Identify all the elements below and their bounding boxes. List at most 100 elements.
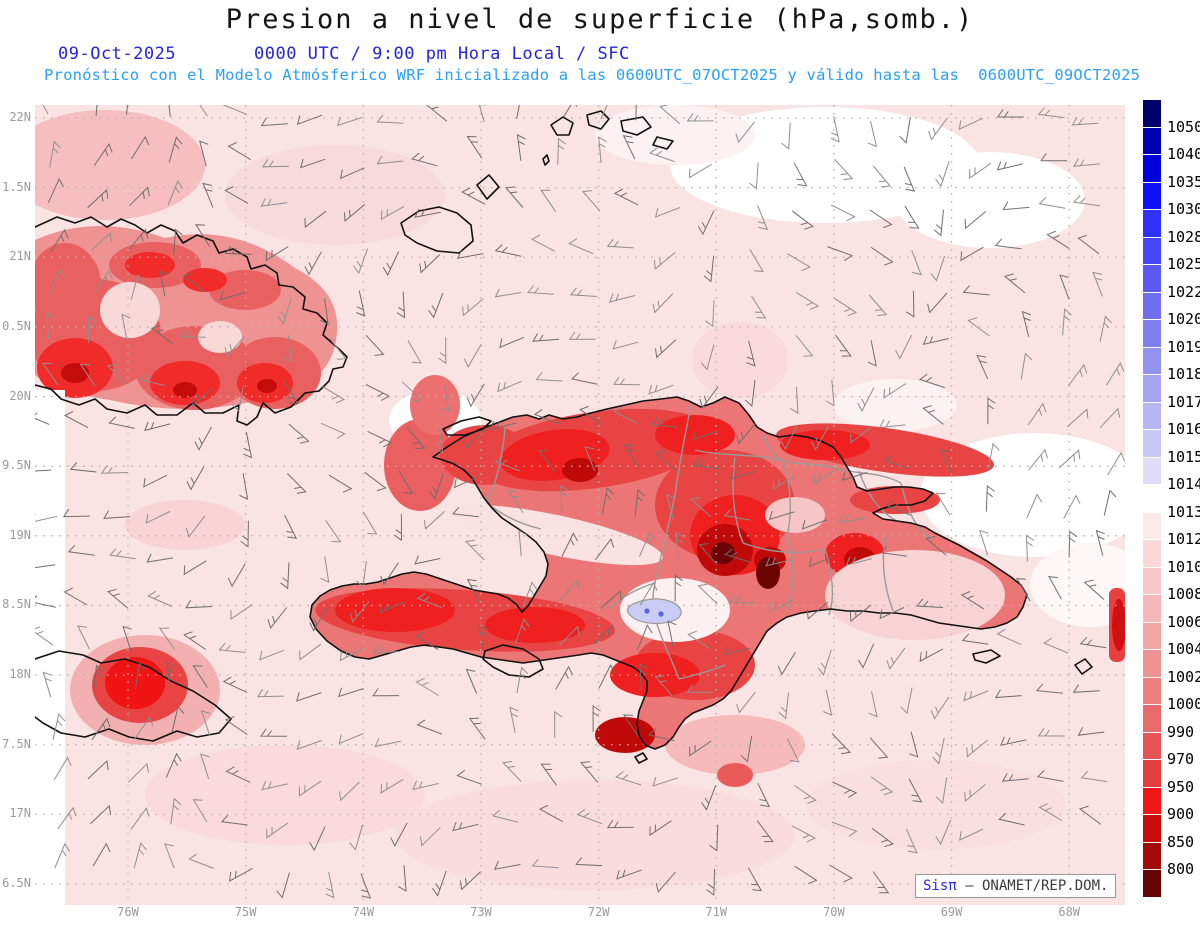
- colorbar-segment: [1143, 567, 1161, 594]
- colorbar-segment: [1143, 870, 1161, 897]
- lat-tick-label: 19N: [9, 527, 31, 542]
- lon-tick-label: 74W: [352, 905, 375, 919]
- colorbar-segment: [1143, 182, 1161, 209]
- colorbar-tick-label: 1015: [1167, 447, 1200, 466]
- colorbar-segment: [1143, 457, 1161, 484]
- colorbar-tick-label: 1016: [1167, 420, 1200, 438]
- colorbar-segment: [1143, 127, 1161, 154]
- credit-box: Sisπ – ONAMET/REP.DOM.: [915, 874, 1117, 898]
- colorbar-segment: [1143, 512, 1161, 539]
- colorbar-tick-label: 990: [1167, 722, 1195, 741]
- lat-tick-label: 6.5N: [2, 875, 31, 890]
- colorbar-tick-label: 1013: [1167, 502, 1200, 521]
- colorbar-segment: [1143, 237, 1161, 264]
- colorbar-tick-label: 1006: [1167, 612, 1200, 631]
- lat-tick-label: 0.5N: [2, 318, 31, 333]
- cuba-coastline: [35, 216, 348, 426]
- graticule-layer: [35, 105, 1125, 905]
- valid-date: 09-Oct-2025: [58, 44, 177, 64]
- wind-barbs-layer: [35, 105, 1125, 899]
- lon-tick-label: 72W: [587, 905, 610, 919]
- colorbar-segment: [1143, 100, 1161, 127]
- tortue-island: [442, 416, 492, 436]
- colorbar-tick-label: 850: [1167, 832, 1195, 851]
- colorbar-tick-label: 1004: [1167, 640, 1200, 658]
- lat-tick-label: 1.5N: [2, 179, 31, 194]
- gonave-island: [482, 644, 544, 678]
- colorbar-segment: [1143, 155, 1161, 182]
- colorbar-segment: [1143, 705, 1161, 732]
- colorbar-tick-label: 1040: [1167, 145, 1200, 163]
- lon-tick-label: 68W: [1058, 905, 1081, 919]
- sispi-logo: Sisπ: [923, 878, 957, 894]
- colorbar-tick-label: 1050: [1167, 117, 1200, 136]
- lake-enriquillo: [626, 598, 682, 625]
- great-inagua-island: [400, 206, 474, 254]
- lon-tick-label: 71W: [705, 905, 728, 919]
- lat-tick-label: 18N: [9, 667, 31, 682]
- lat-tick-label: 22N: [9, 110, 31, 124]
- colorbar-tick-label: 900: [1167, 805, 1195, 823]
- colorbar-segment: [1143, 292, 1161, 319]
- colorbar-segment: [1143, 842, 1161, 869]
- saona-island: [972, 649, 1001, 664]
- colorbar-tick-label: 1035: [1167, 172, 1200, 191]
- colorbar-segment: [1143, 430, 1161, 457]
- colorbar-segment: [1143, 622, 1161, 649]
- lat-tick-label: 8.5N: [2, 597, 31, 612]
- colorbar-tick-label: 1025: [1167, 255, 1200, 273]
- colorbar-tick-label: 800: [1167, 860, 1195, 878]
- lon-tick-label: 73W: [470, 905, 492, 919]
- lon-tick-label: 69W: [940, 905, 963, 919]
- little-inagua-island: [476, 174, 500, 200]
- colorbar-segment: [1143, 402, 1161, 429]
- colorbar-tick-label: 1019: [1167, 337, 1200, 356]
- lat-tick-label: 20N: [9, 388, 31, 403]
- colorbar-tick-label: 1010: [1167, 557, 1200, 576]
- colorbar-segment: [1143, 732, 1161, 759]
- colorbar-segment: [1143, 540, 1161, 567]
- colorbar-segment: [1143, 815, 1161, 842]
- colorbar-segment: [1143, 265, 1161, 292]
- lon-tick-label: 75W: [234, 905, 257, 919]
- colorbar-segment: [1143, 210, 1161, 237]
- colorbar-segment: [1143, 347, 1161, 374]
- jamaica-coastline: [35, 650, 232, 742]
- turks-caicos-islands: [542, 110, 674, 166]
- colorbar-segment: [1143, 375, 1161, 402]
- colorbar-tick-label: 1008: [1167, 585, 1200, 603]
- page-title: Presion a nivel de superficie (hPa,somb.…: [225, 4, 975, 35]
- colorbar-segment: [1143, 760, 1161, 787]
- valid-time: 0000 UTC / 9:00 pm Hora Local / SFC: [254, 44, 630, 64]
- colorbar-tick-label: 1000: [1167, 695, 1200, 713]
- colorbar-segment: [1143, 787, 1161, 814]
- colorbar-tick-label: 1002: [1167, 667, 1200, 686]
- hispaniola-coastline: [309, 396, 1028, 750]
- colorbar-segment: [1143, 595, 1161, 622]
- colorbar-tick-label: 1022: [1167, 282, 1200, 301]
- colorbar-segment: [1143, 677, 1161, 704]
- lat-tick-label: 17N: [9, 806, 31, 821]
- province-borders: [486, 404, 932, 680]
- credit-org-label: – ONAMET/REP.DOM.: [956, 878, 1109, 894]
- pressure-map: [35, 105, 1125, 905]
- colorbar-tick-label: 1028: [1167, 227, 1200, 246]
- colorbar-segment: [1143, 650, 1161, 677]
- colorbar-segment: [1143, 485, 1161, 512]
- lat-tick-label: 21N: [9, 249, 31, 264]
- colorbar-tick-label: 1017: [1167, 392, 1200, 411]
- lon-tick-label: 70W: [823, 905, 845, 919]
- lat-tick-label: 9.5N: [2, 458, 31, 473]
- colorbar-tick-label: 1018: [1167, 365, 1200, 383]
- model-info-line: Pronóstico con el Modelo Atmósferico WRF…: [44, 66, 1141, 84]
- colorbar-tick-label: 1030: [1167, 200, 1200, 218]
- colorbar-tick-label: 970: [1167, 750, 1195, 768]
- domain-edge-strip: [35, 390, 65, 905]
- colorbar-tick-label: 1020: [1167, 310, 1200, 328]
- colorbar-tick-label: 1014: [1167, 475, 1200, 493]
- coastline-layer: [35, 110, 1093, 764]
- beata-islet: [634, 752, 648, 764]
- colorbar-tick-label: 950: [1167, 777, 1195, 796]
- colorbar-tick-label: 1012: [1167, 530, 1200, 548]
